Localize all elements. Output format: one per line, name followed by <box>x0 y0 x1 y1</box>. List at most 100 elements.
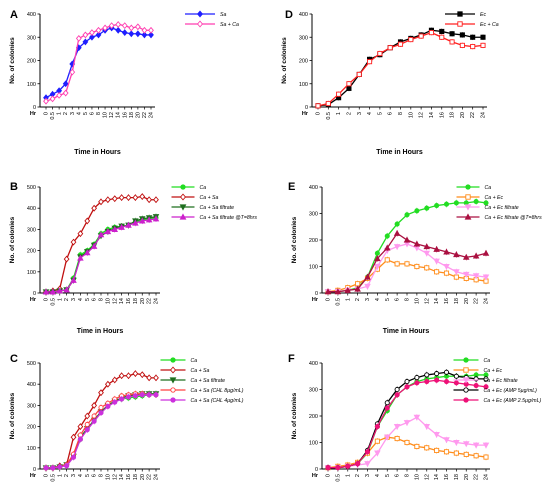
x-tick-label: 4 <box>76 112 82 115</box>
x-tick-label: 8 <box>405 474 411 477</box>
y-tick-label: 0 <box>305 105 308 111</box>
legend-label: Ca + Sa filtrate @T=8hrs <box>200 215 258 221</box>
y-tick-label: 100 <box>27 270 36 276</box>
data-point <box>480 42 486 48</box>
data-point <box>453 269 460 276</box>
legend-marker <box>457 11 463 17</box>
x-tick-label: 8 <box>398 112 404 115</box>
series-2 <box>43 370 159 472</box>
legend-label: Sa + Ca <box>220 22 239 28</box>
data-point <box>346 85 352 91</box>
x-tick-label: 2 <box>64 474 70 477</box>
data-point <box>62 89 69 97</box>
data-point <box>404 378 410 385</box>
legend-label: Ca <box>191 358 198 364</box>
legend-marker <box>465 184 471 190</box>
data-point <box>470 44 476 50</box>
legend-label: Ca + Sa (CHL 4µg/mL) <box>191 398 244 404</box>
data-point <box>483 200 489 206</box>
data-point <box>374 450 381 457</box>
y-tick-label: 0 <box>315 291 318 297</box>
data-point <box>403 236 411 243</box>
x-tick-label: 0 <box>326 298 332 301</box>
legend: Ca Ca + Ec Ca + Ec filtrate Ca + Ec filtrat… <box>456 184 542 221</box>
y-tick-label: 400 <box>309 185 318 191</box>
data-point <box>433 245 440 252</box>
x-tick-label: 0 <box>44 112 50 115</box>
x-tick-label: 20 <box>464 474 470 480</box>
data-point <box>480 34 486 40</box>
data-point <box>82 38 89 46</box>
legend-label: Ca <box>485 185 492 191</box>
data-point <box>443 378 450 385</box>
y-tick-label: 500 <box>27 185 36 191</box>
data-point <box>394 261 400 267</box>
data-point <box>408 37 414 43</box>
data-point <box>424 205 430 211</box>
x-tick-label: 18 <box>129 112 135 118</box>
data-point <box>43 97 49 105</box>
x-tick-label: 0 <box>44 298 50 301</box>
y-axis-label: No. of colonies <box>291 216 298 263</box>
data-point <box>453 380 459 386</box>
data-point <box>393 244 401 251</box>
x-tick-label: 14 <box>119 298 125 304</box>
data-point <box>404 212 410 218</box>
x-tick-label: 16 <box>126 474 132 480</box>
series-line <box>46 216 157 293</box>
data-point <box>423 243 431 250</box>
legend-label: Ca <box>200 185 207 191</box>
data-point <box>414 380 420 386</box>
data-point <box>443 263 450 270</box>
series-5 <box>325 377 489 471</box>
x-tick-label: 4 <box>78 474 84 477</box>
x-axis-label: Time in Hours <box>74 149 121 156</box>
data-point <box>459 42 465 48</box>
x-tick-label: 6 <box>89 112 95 115</box>
x-tick-label: 8 <box>405 298 411 301</box>
x-tick-label: 18 <box>454 474 460 480</box>
legend: Ec Ec + Ca <box>445 11 499 28</box>
data-point <box>98 404 104 411</box>
data-point <box>473 382 479 389</box>
panel-letter: D <box>285 9 293 21</box>
x-tick-label: 14 <box>434 474 440 480</box>
data-point <box>364 449 371 455</box>
legend-marker <box>179 193 187 201</box>
series-1 <box>43 391 159 472</box>
data-point <box>148 31 154 39</box>
data-point <box>394 392 400 398</box>
data-point <box>132 370 139 378</box>
legend-marker <box>196 20 204 28</box>
data-point <box>146 374 153 382</box>
x-tick-label: 10 <box>414 474 420 480</box>
x-tick-label: 1 <box>57 298 63 301</box>
y-tick-label: 100 <box>309 265 318 271</box>
data-point <box>105 403 111 410</box>
legend-marker <box>170 397 176 403</box>
data-point <box>132 194 139 202</box>
data-point <box>424 445 430 451</box>
x-tick-label: 20 <box>464 298 470 304</box>
data-point <box>56 287 64 294</box>
series-line <box>45 27 151 99</box>
data-point <box>374 255 381 262</box>
y-tick-label: 300 <box>27 227 36 233</box>
data-point <box>473 453 479 459</box>
y-tick-label: 100 <box>27 82 36 88</box>
data-point <box>443 270 450 276</box>
data-point <box>134 30 141 38</box>
series-4 <box>42 215 160 296</box>
data-point <box>334 288 342 295</box>
legend: Sa Sa + Ca <box>185 10 239 28</box>
data-point <box>374 438 380 444</box>
x-tick-label: 8 <box>99 474 105 477</box>
data-point <box>89 29 95 37</box>
data-point <box>70 454 77 460</box>
data-point <box>325 465 331 471</box>
data-point <box>384 400 390 406</box>
legend-marker <box>180 184 186 190</box>
x-tick-label: 10 <box>408 112 414 118</box>
x-tick-label: 10 <box>105 474 111 480</box>
